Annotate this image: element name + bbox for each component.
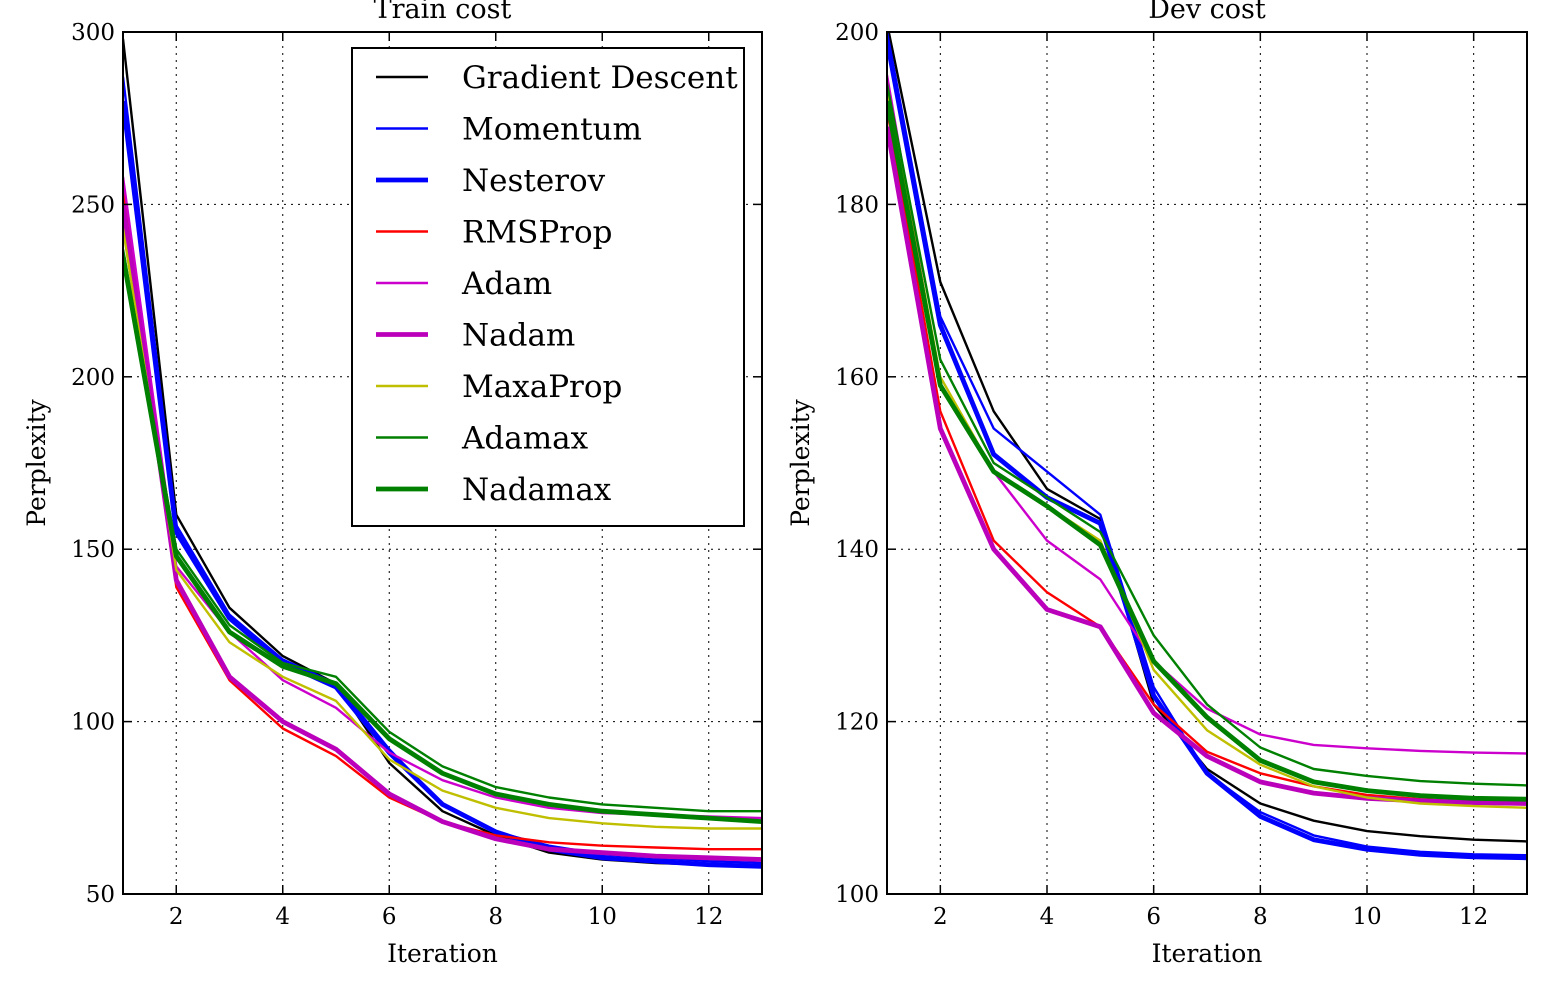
y-tick-label: 300 (71, 20, 115, 46)
dev-cost-chart: 2 4 6 8 10 12 100 120 140 160 180 200 Dev cost Iterat… (786, 0, 1528, 968)
series-line-nadam (123, 204, 762, 862)
x-tick-label: 8 (1253, 904, 1268, 930)
series-line-nadam (887, 126, 1527, 806)
y-tick-label: 120 (835, 710, 879, 736)
x-tick-label: 6 (1146, 904, 1161, 930)
legend-label-nesterov: Nesterov (462, 163, 606, 199)
x-tick-label: 4 (275, 904, 290, 930)
x-tick-label: 12 (1459, 904, 1488, 930)
series-line-maxaprop (123, 228, 762, 830)
x-axis-label: Iteration (387, 939, 498, 968)
legend: Gradient Descent Momentum Nesterov RMSProp A… (351, 47, 745, 527)
x-tick-label: 4 (1040, 904, 1055, 930)
legend-label-nadamax: Nadamax (462, 472, 612, 508)
x-tick-label: 2 (933, 904, 948, 930)
legend-label-nadam: Nadam (462, 318, 575, 354)
x-tick-label: 10 (1352, 904, 1381, 930)
series-line-nesterov (123, 100, 762, 869)
x-tick-label: 10 (588, 904, 617, 930)
x-tick-label: 6 (382, 904, 397, 930)
series-lines (123, 38, 762, 869)
chart-title: Train cost (374, 0, 512, 25)
x-tick-label: 2 (169, 904, 184, 930)
y-tick-label: 150 (71, 537, 115, 563)
y-tick-label: 180 (835, 192, 879, 218)
y-tick-label: 50 (86, 882, 115, 908)
y-tick-label: 200 (835, 20, 879, 46)
plot-frame (886, 31, 1528, 895)
series-line-nesterov (887, 40, 1527, 861)
series-line-adamax (887, 83, 1527, 787)
legend-label-maxaprop: MaxaProp (462, 369, 622, 405)
legend-label-adam: Adam (461, 266, 552, 302)
series-line-nadamax (887, 100, 1527, 802)
legend-label-gradient-descent: Gradient Descent (462, 60, 738, 96)
y-tick-label: 100 (71, 710, 115, 736)
y-tick-label: 250 (71, 192, 115, 218)
series-line-adamax (123, 248, 762, 813)
legend-label-rmsprop: RMSProp (462, 215, 613, 251)
y-axis-label: Perplexity (786, 398, 815, 526)
y-axis-label: Perplexity (22, 398, 51, 526)
x-axis-label: Iteration (1152, 939, 1263, 968)
x-tick-label: 12 (694, 904, 723, 930)
series-line-gradient-descent (887, 32, 1527, 843)
x-tick-label: 8 (488, 904, 503, 930)
y-tick-label: 100 (835, 882, 879, 908)
y-tick-label: 140 (835, 537, 879, 563)
plot-frame (122, 31, 763, 895)
y-tick-label: 200 (71, 365, 115, 391)
series-lines (887, 32, 1527, 861)
legend-label-momentum: Momentum (462, 112, 642, 148)
series-line-nadamax (123, 255, 762, 824)
legend-label-adamax: Adamax (461, 421, 589, 457)
y-tick-label: 160 (835, 365, 879, 391)
train-cost-chart: 2 4 6 8 10 12 50 100 150 200 250 300 Train cost Itera… (22, 0, 763, 968)
chart-title: Dev cost (1148, 0, 1266, 25)
